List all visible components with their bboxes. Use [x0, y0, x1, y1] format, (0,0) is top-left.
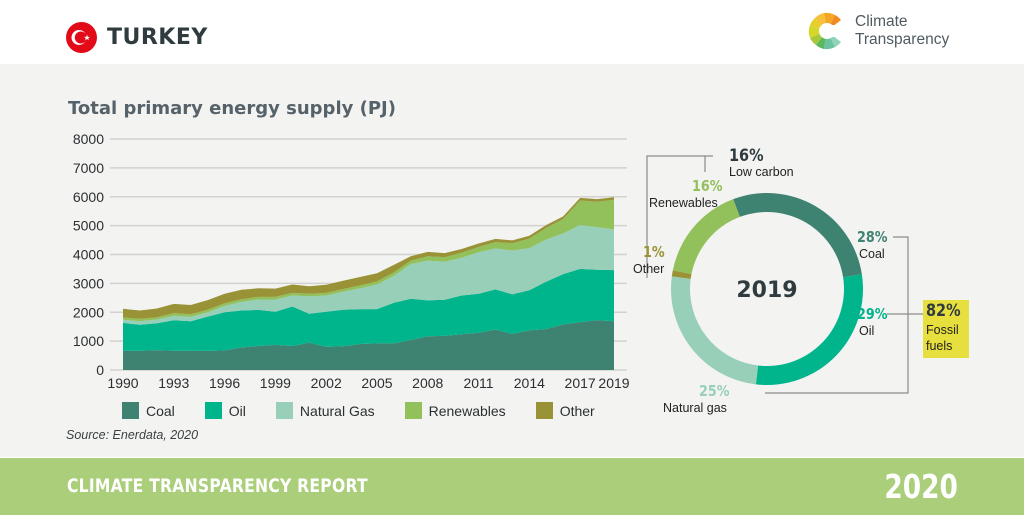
y-tick-label: 1000 [73, 333, 104, 349]
legend-swatch-natural-gas [275, 402, 293, 419]
y-tick-label: 6000 [73, 189, 104, 205]
renewables-label: Renewables [649, 196, 718, 210]
turkey-flag-icon [66, 22, 97, 53]
source-note: Source: Enerdata, 2020 [66, 428, 199, 442]
climate-transparency-logo: Climate Transparency [807, 11, 949, 51]
x-tick-label: 2008 [412, 375, 443, 391]
fossil-fuels-pct: 82% [926, 301, 961, 321]
oil-label: Oil [859, 324, 875, 338]
donut-slice-other [671, 270, 692, 279]
x-tick-label: 2019 [598, 375, 629, 391]
y-tick-label: 8000 [73, 131, 104, 147]
group-brackets [646, 155, 923, 394]
area-series-oil [123, 268, 614, 351]
fossil-bracket [765, 236, 909, 394]
legend-item-other: Other [535, 402, 595, 419]
donut-center-year: 2019 [736, 278, 797, 303]
area-series-coal [123, 320, 614, 370]
area-series-natural-gas [123, 225, 614, 325]
footer-banner: CLIMATE TRANSPARENCY REPORT 2020 [0, 458, 1024, 515]
natural-gas-label: Natural gas [663, 401, 727, 415]
country-name: TURKEY [107, 25, 208, 50]
legend-swatch-coal [122, 402, 139, 419]
coal-label: Coal [859, 247, 885, 261]
x-tick-label: 1996 [209, 375, 240, 391]
legend-label: Oil [228, 402, 246, 419]
y-tick-label: 0 [96, 362, 104, 378]
natural-gas-pct: 25% [699, 382, 730, 400]
x-axis-ticks: 1990 1993 1996 1999 2002 2005 2008 2011 2014 2017… [107, 375, 629, 391]
other-label: Other [633, 262, 665, 276]
legend-swatch-other [535, 402, 553, 419]
coal-pct: 28% [857, 228, 888, 246]
y-tick-label: 4000 [73, 247, 104, 263]
fossil-fuels-highlight [923, 300, 969, 358]
oil-pct: 29% [857, 305, 888, 323]
legend-item-coal: Coal [122, 402, 175, 419]
logo-text-line2: Transparency [855, 31, 950, 48]
donut-slice-oil [755, 274, 863, 385]
legend-swatch-oil [204, 402, 222, 419]
fossil-fuels-label-line1: Fossil [926, 323, 959, 337]
x-tick-label: 2002 [311, 375, 342, 391]
low-carbon-pct: 16% [729, 146, 764, 166]
legend-label: Renewables [428, 402, 506, 419]
logo-text-line1: Climate [855, 13, 908, 30]
legend-label: Coal [146, 402, 175, 419]
x-tick-label: 1999 [260, 375, 291, 391]
header: TURKEY Climate Transparency [0, 0, 1024, 64]
fossil-fuels-label-line2: fuels [926, 339, 953, 353]
x-tick-label: 2014 [514, 375, 545, 391]
area-series [123, 197, 614, 370]
footer-title: CLIMATE TRANSPARENCY REPORT [67, 475, 368, 497]
area-series-other [123, 197, 614, 319]
legend-swatch-renewables [404, 402, 422, 419]
y-tick-label: 3000 [73, 275, 104, 291]
x-tick-label: 2017 [565, 375, 596, 391]
footer-year: 2020 [884, 467, 958, 506]
x-tick-label: 1993 [158, 375, 189, 391]
low-carbon-label: Low carbon [729, 165, 794, 179]
y-tick-label: 2000 [73, 304, 104, 320]
low-carbon-bracket [646, 155, 713, 278]
chart-title: Total primary energy supply (PJ) [68, 98, 396, 119]
donut-slice-coal [733, 193, 862, 278]
y-tick-label: 5000 [73, 218, 104, 234]
climate-transparency-logo-icon [808, 12, 847, 50]
legend-item-oil: Oil [204, 402, 246, 419]
x-tick-label: 1990 [107, 375, 138, 391]
legend-label: Natural Gas [299, 402, 375, 419]
y-axis-ticks: 0 1000 2000 3000 4000 5000 6000 7000 8000 [73, 131, 104, 378]
donut-slice-natural-gas [671, 276, 759, 385]
y-tick-label: 7000 [73, 160, 104, 176]
renewables-pct: 16% [692, 177, 723, 195]
other-pct: 1% [643, 243, 665, 261]
chart-legend: Coal Oil Natural Gas Renewables Other [122, 402, 625, 419]
legend-item-renewables: Renewables [404, 402, 506, 419]
legend-item-natural-gas: Natural Gas [275, 402, 375, 419]
x-tick-label: 2005 [361, 375, 392, 391]
donut-slice-renewables [672, 199, 740, 275]
country-heading: TURKEY [66, 22, 208, 53]
x-tick-label: 2011 [463, 375, 493, 391]
legend-label: Other [559, 402, 595, 419]
energy-mix-donut: 2019 [671, 193, 863, 385]
